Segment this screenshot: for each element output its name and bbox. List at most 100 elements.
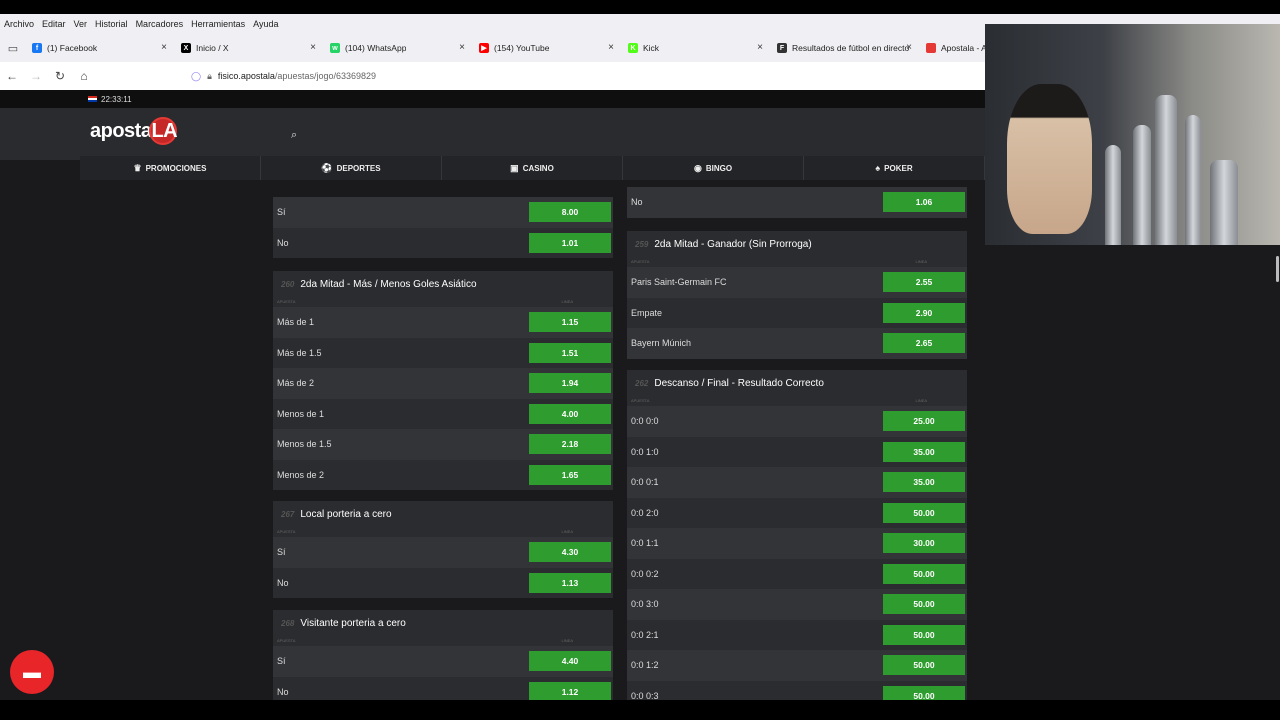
odds-button[interactable]: 50.00 [883, 624, 965, 645]
subheader-right: LINEA [915, 398, 927, 403]
url-bar[interactable]: ◯ 🔒︎ fisico.apostala/apuestas/jogo/63369… [191, 66, 376, 86]
market-subheader: APUESTA LINEA [627, 396, 967, 406]
nav-deportes[interactable]: ⚽ DEPORTES [261, 156, 442, 180]
nav-bingo[interactable]: ◉ BINGO [623, 156, 804, 180]
tab-label: Kick [643, 43, 660, 53]
back-arrow-icon[interactable]: ← [6, 69, 18, 83]
tab-list-icon[interactable]: ▭ [7, 42, 19, 55]
url-path: /apuestas/jogo/63369829 [274, 71, 377, 81]
market-number: 260 [281, 279, 295, 289]
trophy-shape [1105, 145, 1121, 245]
menu-editar[interactable]: Editar [42, 19, 66, 29]
bet-row: Más de 2 1.94 [273, 368, 613, 399]
odds-button[interactable]: 35.00 [883, 472, 965, 493]
tab-favicon-icon: X [181, 43, 191, 53]
bet-row: Menos de 2 1.65 [273, 460, 613, 491]
right-background [985, 245, 1280, 700]
odds-button[interactable]: 1.94 [529, 373, 611, 394]
subheader-left: APUESTA [631, 398, 650, 403]
market-number: 262 [635, 378, 649, 388]
tab-label: (154) YouTube [494, 43, 550, 53]
logo-circle: LA [149, 117, 178, 145]
odds-button[interactable]: 35.00 [883, 441, 965, 462]
subheader-left: APUESTA [631, 259, 650, 264]
odds-button[interactable]: 50.00 [883, 563, 965, 584]
home-icon[interactable]: ⌂ [80, 69, 88, 83]
menu-marcadores[interactable]: Marcadores [135, 19, 184, 29]
scrollbar-thumb[interactable] [1276, 256, 1279, 282]
close-tab-icon[interactable]: × [459, 42, 465, 53]
browser-tab[interactable]: X Inicio / X × [175, 34, 324, 62]
menu-herramientas[interactable]: Herramientas [191, 19, 246, 29]
search-icon[interactable]: ⌕ [291, 129, 298, 141]
trophy-shape [1210, 160, 1238, 245]
odds-button[interactable]: 50.00 [883, 594, 965, 615]
odds-button[interactable]: 4.30 [529, 542, 611, 563]
odds-button[interactable]: 8.00 [529, 202, 611, 223]
bet-row: No 1.01 [273, 228, 613, 259]
odds-button[interactable]: 1.01 [529, 232, 611, 253]
odds-button[interactable]: 2.18 [529, 434, 611, 455]
reload-icon[interactable]: ↻ [54, 69, 66, 83]
nav-casino[interactable]: ▣ CASINO [442, 156, 623, 180]
browser-tab[interactable]: F Resultados de fútbol en directo × [771, 34, 920, 62]
odds-button[interactable]: 1.12 [529, 681, 611, 700]
odds-button[interactable]: 50.00 [883, 655, 965, 676]
close-tab-icon[interactable]: × [310, 42, 316, 53]
webcam-overlay [985, 24, 1280, 245]
bottom-black-strip [0, 700, 1280, 720]
close-tab-icon[interactable]: × [757, 42, 763, 53]
browser-tab[interactable]: K Kick × [622, 34, 771, 62]
apostala-logo[interactable]: apostaLA [90, 117, 178, 145]
odds-button[interactable]: 1.65 [529, 464, 611, 485]
bet-row: 0:0 1:2 50.00 [627, 650, 967, 681]
bet-row: 0:0 3:0 50.00 [627, 589, 967, 620]
odds-button[interactable]: 4.00 [529, 403, 611, 424]
bet-option-label: 0:0 0:0 [631, 416, 659, 427]
browser-tab[interactable]: ▶ (154) YouTube × [473, 34, 622, 62]
bet-option-label: Más de 1 [277, 317, 315, 328]
odds-button[interactable]: 2.65 [883, 333, 965, 354]
bet-row: Bayern Múnich 2.65 [627, 328, 967, 359]
menu-ver[interactable]: Ver [73, 19, 88, 29]
odds-button[interactable]: 1.06 [883, 192, 965, 213]
browser-tab[interactable]: f (1) Facebook × [26, 34, 175, 62]
odds-button[interactable]: 1.13 [529, 572, 611, 593]
nav-icon: ◉ [693, 162, 702, 173]
bet-option-label: 0:0 1:2 [631, 660, 659, 671]
subheader-right: LINEA [561, 299, 573, 304]
odds-button[interactable]: 50.00 [883, 502, 965, 523]
menu-historial[interactable]: Historial [95, 19, 128, 29]
bet-row: 0:0 0:0 25.00 [627, 406, 967, 437]
odds-button[interactable]: 1.51 [529, 342, 611, 363]
odds-button[interactable]: 2.90 [883, 302, 965, 323]
tab-label: Inicio / X [196, 43, 229, 53]
tab-favicon-icon: ▶ [479, 43, 489, 53]
nav-poker[interactable]: ♠ POKER [804, 156, 985, 180]
bet-option-label: Sí [277, 547, 286, 558]
odds-button[interactable]: 4.40 [529, 651, 611, 672]
bet-option-label: 0:0 0:2 [631, 568, 659, 579]
odds-button[interactable]: 50.00 [883, 685, 965, 700]
bet-option-label: No [277, 577, 289, 588]
close-tab-icon[interactable]: × [608, 42, 614, 53]
bet-row: Menos de 1.5 2.18 [273, 429, 613, 460]
nav-icon: ♛ [133, 162, 142, 173]
odds-button[interactable]: 25.00 [883, 411, 965, 432]
close-tab-icon[interactable]: × [906, 42, 912, 53]
forward-arrow-icon[interactable]: → [30, 69, 42, 83]
odds-button[interactable]: 30.00 [883, 533, 965, 554]
odds-button[interactable]: 1.15 [529, 312, 611, 333]
chat-bubble-icon[interactable]: ▬ [10, 650, 54, 694]
nav-label: POKER [884, 163, 913, 173]
bet-row: 0:0 1:1 30.00 [627, 528, 967, 559]
nav-promociones[interactable]: ♛ PROMOCIONES [80, 156, 261, 180]
menu-archivo[interactable]: Archivo [4, 19, 35, 29]
odds-button[interactable]: 2.55 [883, 272, 965, 293]
browser-tab[interactable]: Apostala - Ap [920, 34, 1069, 62]
browser-tab[interactable]: w (104) WhatsApp × [324, 34, 473, 62]
clock: 22:33:11 [101, 94, 132, 104]
bet-option-label: Más de 2 [277, 378, 315, 389]
menu-ayuda[interactable]: Ayuda [253, 19, 279, 29]
close-tab-icon[interactable]: × [161, 42, 167, 53]
